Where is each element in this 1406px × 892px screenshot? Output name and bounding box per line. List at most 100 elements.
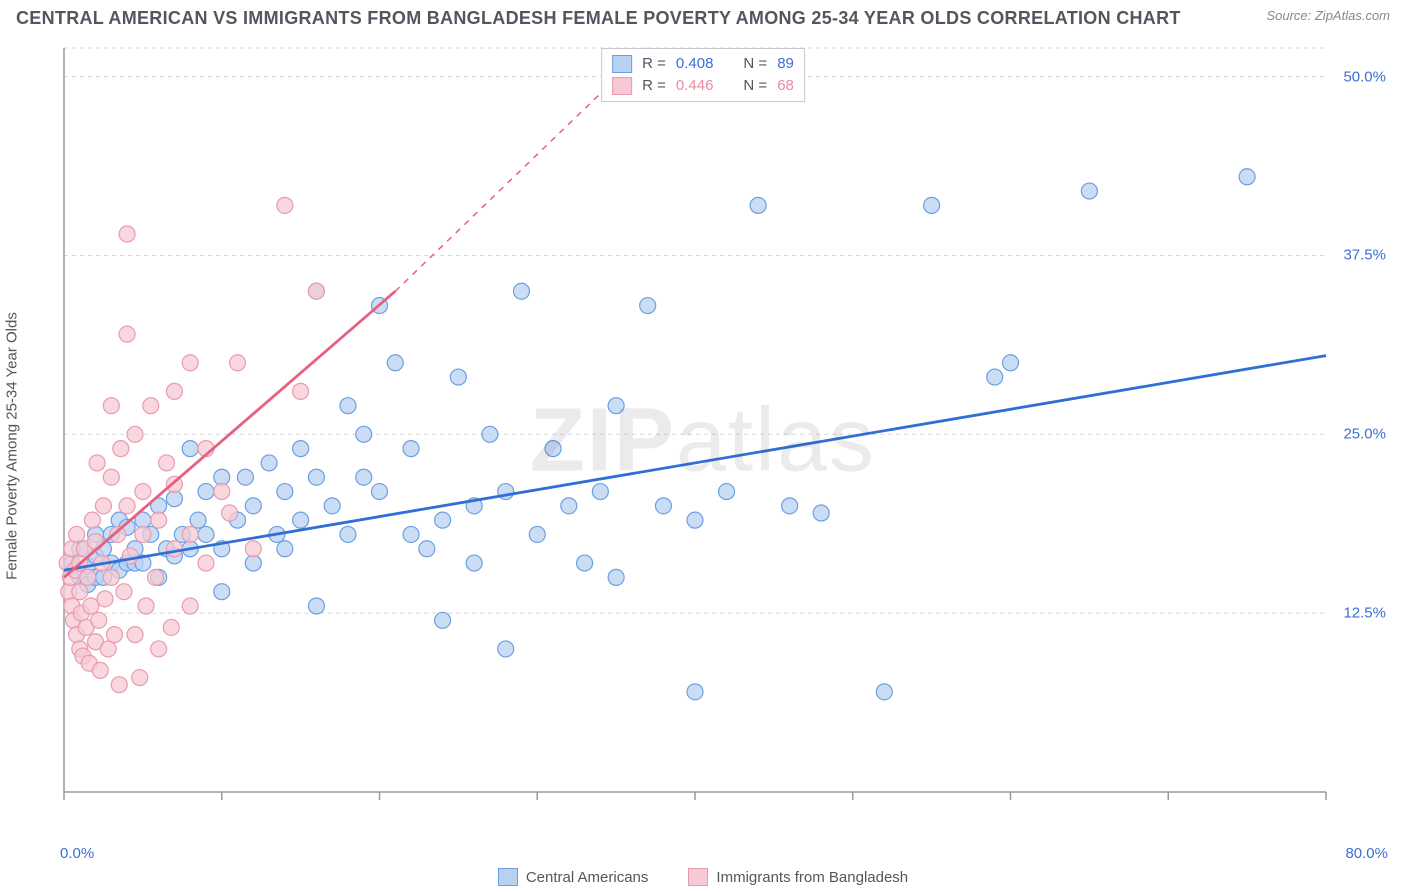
data-point <box>91 612 107 628</box>
data-point <box>147 569 163 585</box>
legend-swatch <box>612 55 632 73</box>
y-axis-tick-label: 12.5% <box>1343 605 1386 622</box>
n-label: N = <box>743 53 767 75</box>
data-point <box>513 283 529 299</box>
data-point <box>127 627 143 643</box>
data-point <box>182 598 198 614</box>
data-point <box>166 491 182 507</box>
series-legend: Central Americans Immigrants from Banglad… <box>0 868 1406 886</box>
data-point <box>1239 169 1255 185</box>
data-point <box>261 455 277 471</box>
x-axis-min-label: 0.0% <box>60 845 94 862</box>
data-point <box>97 591 113 607</box>
data-point <box>132 670 148 686</box>
data-point <box>143 398 159 414</box>
r-label: R = <box>642 75 666 97</box>
data-point <box>83 598 99 614</box>
data-point <box>245 498 261 514</box>
data-point <box>308 283 324 299</box>
data-point <box>127 426 143 442</box>
data-point <box>222 505 238 521</box>
r-value: 0.408 <box>676 53 714 75</box>
data-point <box>198 484 214 500</box>
data-point <box>69 526 85 542</box>
data-point <box>151 641 167 657</box>
data-point <box>577 555 593 571</box>
data-point <box>119 498 135 514</box>
data-point <box>106 627 122 643</box>
source-label: Source: ZipAtlas.com <box>1266 8 1390 23</box>
x-axis-max-label: 80.0% <box>1345 845 1388 862</box>
data-point <box>277 484 293 500</box>
data-point <box>138 598 154 614</box>
data-point <box>592 484 608 500</box>
data-point <box>95 498 111 514</box>
data-point <box>924 197 940 213</box>
data-point <box>151 512 167 528</box>
n-value: 68 <box>777 75 794 97</box>
data-point <box>876 684 892 700</box>
legend-label: Central Americans <box>526 869 649 886</box>
legend-swatch <box>498 868 518 886</box>
data-point <box>103 398 119 414</box>
data-point <box>608 569 624 585</box>
data-point <box>482 426 498 442</box>
data-point <box>324 498 340 514</box>
data-point <box>119 326 135 342</box>
r-value: 0.446 <box>676 75 714 97</box>
data-point <box>113 441 129 457</box>
data-point <box>182 441 198 457</box>
n-label: N = <box>743 75 767 97</box>
data-point <box>435 612 451 628</box>
data-point <box>640 298 656 314</box>
data-point <box>277 197 293 213</box>
data-point <box>372 484 388 500</box>
data-point <box>190 512 206 528</box>
data-point <box>403 526 419 542</box>
stats-legend-row: R = 0.446 N = 68 <box>612 75 794 97</box>
data-point <box>198 526 214 542</box>
data-point <box>159 455 175 471</box>
data-point <box>88 534 104 550</box>
data-point <box>277 541 293 557</box>
data-point <box>122 548 138 564</box>
stats-legend-row: R =0.408N =89 <box>612 53 794 75</box>
data-point <box>687 684 703 700</box>
data-point <box>245 555 261 571</box>
data-point <box>1003 355 1019 371</box>
data-point <box>103 569 119 585</box>
data-point <box>293 512 309 528</box>
data-point <box>198 555 214 571</box>
data-point <box>135 526 151 542</box>
y-axis-tick-label: 50.0% <box>1343 68 1386 85</box>
data-point <box>308 598 324 614</box>
data-point <box>608 398 624 414</box>
data-point <box>230 355 246 371</box>
data-point <box>116 584 132 600</box>
data-point <box>135 484 151 500</box>
r-label: R = <box>642 53 666 75</box>
data-point <box>340 526 356 542</box>
data-point <box>529 526 545 542</box>
data-point <box>214 469 230 485</box>
data-point <box>356 426 372 442</box>
trend-line <box>64 356 1326 571</box>
data-point <box>340 398 356 414</box>
data-point <box>450 369 466 385</box>
data-point <box>1081 183 1097 199</box>
data-point <box>387 355 403 371</box>
legend-item: Central Americans <box>498 868 649 886</box>
legend-swatch <box>612 77 632 95</box>
data-point <box>561 498 577 514</box>
data-point <box>655 498 671 514</box>
data-point <box>182 526 198 542</box>
data-point <box>719 484 735 500</box>
data-point <box>245 541 261 557</box>
data-point <box>84 512 100 528</box>
y-axis-tick-label: 37.5% <box>1343 247 1386 264</box>
data-point <box>987 369 1003 385</box>
data-point <box>687 512 703 528</box>
legend-label: Immigrants from Bangladesh <box>716 869 908 886</box>
data-point <box>498 641 514 657</box>
data-point <box>435 512 451 528</box>
